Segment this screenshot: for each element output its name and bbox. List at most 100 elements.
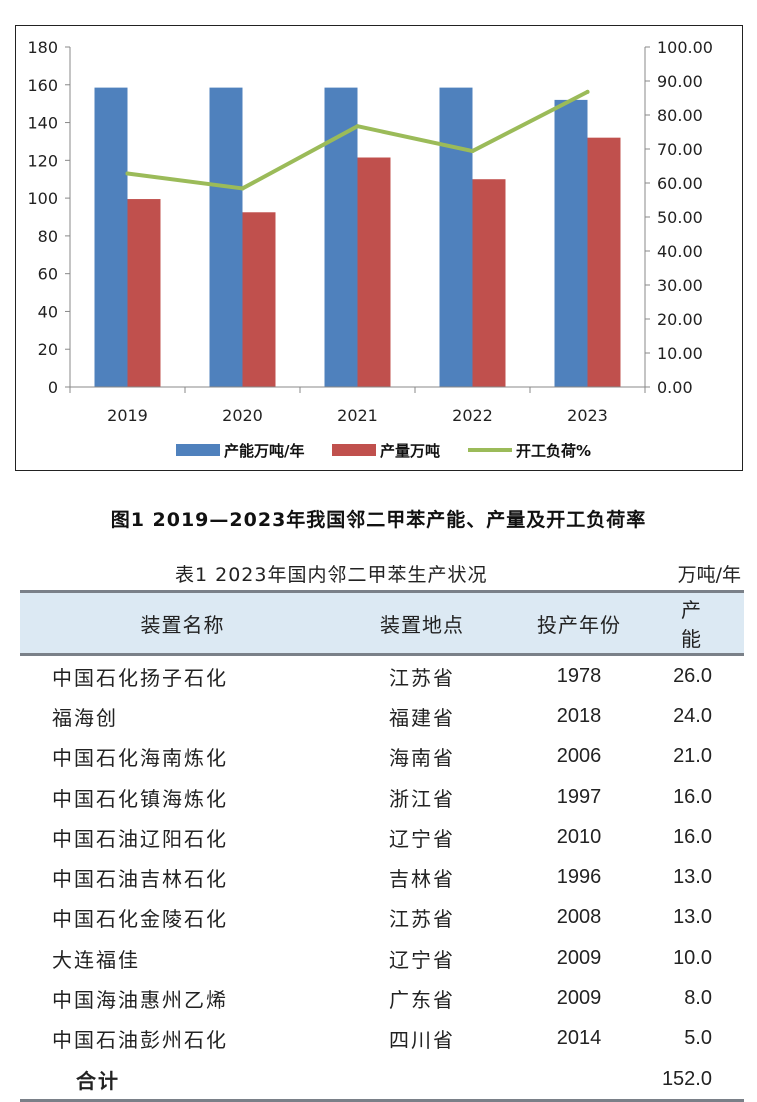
bar-capacity-2022 [439,87,473,387]
table-row: 中国海油惠州乙烯 广东省 2009 8.0 [20,978,744,1018]
cell-location: 广东省 [389,988,455,1013]
legend-label-2: 开工负荷% [516,442,591,460]
table-row: 中国石油吉林石化 吉林省 1996 13.0 [20,857,744,897]
header-start-year: 投产年份 [498,590,660,656]
right-tick-label: 0.00 [657,378,693,397]
table-body: 中国石化扬子石化 江苏省 1978 26.0 福海创 福建省 2018 24.0 中国石化海南炼… [20,655,744,1102]
right-tick-label: 80.00 [657,106,703,125]
cell-capacity: 8.0 [684,987,712,1010]
cell-start-year: 2008 [556,906,602,929]
cell-device-name: 中国石化金陵石化 [52,907,228,932]
left-tick-label: 160 [27,76,58,95]
cell-device-name: 中国石化镇海炼化 [52,786,228,811]
header-location: 装置地点 [346,590,498,656]
cell-device-name: 中国石油吉林石化 [52,867,228,892]
table-row: 中国石油辽阳石化 辽宁省 2010 16.0 [20,817,744,857]
x-tick-label: 2022 [452,406,493,425]
total-empty-cell [498,1058,660,1102]
table-row: 中国石化海南炼化 海南省 2006 21.0 [20,737,744,777]
x-tick-label: 2023 [567,406,608,425]
x-tick-label: 2020 [222,406,263,425]
legend-swatch-0 [176,444,220,456]
header-capacity: 产能 [660,590,744,656]
right-tick-label: 10.00 [657,344,703,363]
left-tick-label: 60 [38,265,58,284]
cell-location: 辽宁省 [389,826,455,851]
cell-location: 浙江省 [389,786,455,811]
cell-start-year: 1996 [556,866,602,889]
table-total-row: 合计 152.0 [20,1058,744,1102]
x-tick-label: 2021 [337,406,378,425]
cell-start-year: 2014 [556,1027,602,1050]
cell-start-year: 2010 [556,825,602,848]
total-empty-cell [346,1058,498,1102]
point-load-rate-2020 [240,186,245,191]
cell-capacity: 16.0 [673,825,712,848]
bar-output-2022 [472,179,506,387]
cell-location: 海南省 [389,746,455,771]
cell-start-year: 1978 [556,664,602,687]
cell-start-year: 1997 [556,785,602,808]
cell-start-year: 2006 [556,745,602,768]
cell-device-name: 中国石油辽阳石化 [52,826,228,851]
cell-location: 辽宁省 [389,947,455,972]
left-tick-label: 80 [38,227,58,246]
point-load-rate-2022 [470,149,475,154]
left-tick-label: 120 [27,151,58,170]
cell-device-name: 福海创 [52,705,118,730]
left-tick-label: 0 [48,378,58,397]
cell-device-name: 大连福佳 [52,947,140,972]
table-row: 中国石油彭州石化 四川省 2014 5.0 [20,1019,744,1059]
point-load-rate-2019 [125,171,130,176]
cell-start-year: 2009 [556,987,602,1010]
bar-output-2023 [587,137,621,387]
cell-device-name: 中国石化扬子石化 [52,665,228,690]
left-tick-label: 40 [38,302,58,321]
cell-start-year: 2009 [556,946,602,969]
cell-capacity: 10.0 [673,946,712,969]
cell-device-name: 中国石油彭州石化 [52,1028,228,1053]
cell-location: 吉林省 [389,867,455,892]
cell-capacity: 13.0 [673,906,712,929]
total-value: 152.0 [660,1058,744,1102]
point-load-rate-2023 [585,89,590,94]
cell-device-name: 中国海油惠州乙烯 [52,988,228,1013]
table-row: 福海创 福建省 2018 24.0 [20,696,744,736]
cell-location: 江苏省 [389,907,455,932]
table-row: 中国石化扬子石化 江苏省 1978 26.0 [20,655,744,697]
cell-capacity: 26.0 [673,664,712,687]
total-label: 合计 [20,1058,346,1102]
table-header-row: 装置名称 装置地点 投产年份 产能 [20,590,744,656]
bar-capacity-2019 [94,87,128,387]
cell-location: 江苏省 [389,665,455,690]
cell-capacity: 21.0 [673,745,712,768]
right-tick-label: 70.00 [657,140,703,159]
table-row: 中国石化镇海炼化 浙江省 1997 16.0 [20,777,744,817]
cell-device-name: 中国石化海南炼化 [52,746,228,771]
combo-chart: 0 20 40 60 80 100 120 140 160 180 0.00 10.00 20.00 30… [27,38,713,460]
cell-start-year: 2018 [556,704,602,727]
bar-capacity-2021 [324,87,358,387]
left-tick-label: 180 [27,38,58,57]
cell-capacity: 13.0 [673,866,712,889]
right-tick-label: 90.00 [657,72,703,91]
legend-label-1: 产量万吨 [380,442,440,460]
legend-label-0: 产能万吨/年 [224,442,304,460]
cell-capacity: 16.0 [673,785,712,808]
production-table: 装置名称 装置地点 投产年份 产能 中国石化扬子石化 江苏省 1978 26.0 福海创… [20,590,744,1102]
bar-capacity-2020 [209,87,243,387]
table-title: 表1 2023年国内邻二甲苯生产状况 [175,564,488,586]
right-tick-label: 30.00 [657,276,703,295]
cell-location: 四川省 [389,1028,455,1053]
right-tick-label: 60.00 [657,174,703,193]
header-device-name: 装置名称 [20,590,346,656]
right-tick-label: 20.00 [657,310,703,329]
figure-caption: 图1 2019—2023年我国邻二甲苯产能、产量及开工负荷率 [110,509,647,531]
bar-output-2020 [242,212,276,387]
left-tick-label: 100 [27,189,58,208]
chart-frame: 0 20 40 60 80 100 120 140 160 180 0.00 10.00 20.00 30… [15,25,743,471]
legend-swatch-1 [332,444,376,456]
right-tick-label: 50.00 [657,208,703,227]
left-tick-label: 140 [27,114,58,133]
right-tick-label: 100.00 [657,38,713,57]
